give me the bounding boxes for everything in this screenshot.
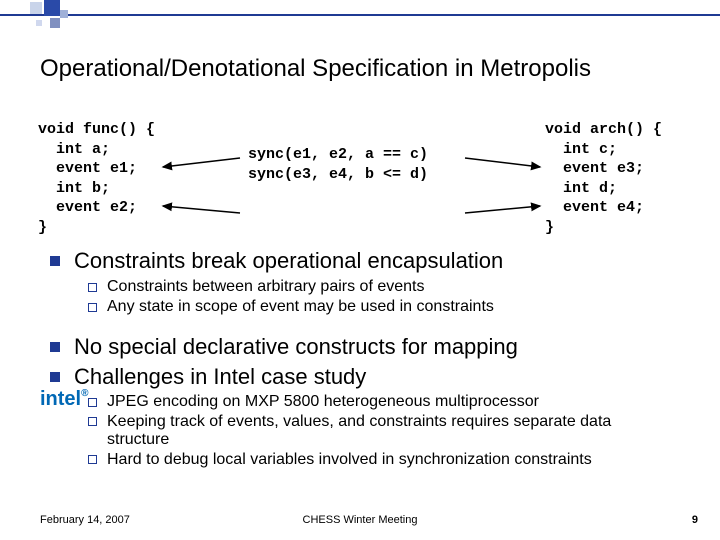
code-line: sync(e1, e2, a == c) [248, 145, 428, 165]
code-line: } [38, 218, 155, 238]
bullet-block-3-subs: JPEG encoding on MXP 5800 heterogeneous … [50, 393, 667, 471]
code-line: void arch() { [545, 120, 662, 140]
code-line: event e3; [545, 159, 662, 179]
code-line: } [545, 218, 662, 238]
header-decoration [0, 0, 720, 32]
footer-page-number: 9 [692, 514, 698, 526]
code-arch: void arch() { int c; event e3; int d; ev… [545, 120, 662, 237]
code-line: sync(e3, e4, b <= d) [248, 165, 428, 185]
bullet-outline-icon [88, 283, 97, 292]
bullet-sub: Any state in scope of event may be used … [88, 298, 503, 316]
bullet-outline-icon [88, 455, 97, 464]
bullet-text: Keeping track of events, values, and con… [107, 413, 667, 449]
bullet-text: No special declarative constructs for ma… [74, 334, 518, 360]
slide-title: Operational/Denotational Specification i… [40, 55, 591, 83]
bullet-text: Any state in scope of event may be used … [107, 298, 494, 316]
bullet-text: Hard to debug local variables involved i… [107, 451, 592, 469]
bullet-text: Constraints between arbitrary pairs of e… [107, 278, 424, 296]
footer-center: CHESS Winter Meeting [0, 514, 720, 526]
code-line: int c; [545, 140, 662, 160]
bullet-sub: Hard to debug local variables involved i… [88, 451, 667, 469]
bullet-text: Constraints break operational encapsulat… [74, 248, 503, 274]
bullet-square-icon [50, 372, 60, 382]
bullet-text: JPEG encoding on MXP 5800 heterogeneous … [107, 393, 539, 411]
code-line: int a; [38, 140, 155, 160]
bullet-sub: Constraints between arbitrary pairs of e… [88, 278, 503, 296]
bullet-outline-icon [88, 417, 97, 426]
code-line: event e1; [38, 159, 155, 179]
bullet-main-3: Challenges in Intel case study [50, 364, 518, 390]
code-func: void func() { int a; event e1; int b; ev… [38, 120, 155, 237]
bullet-outline-icon [88, 398, 97, 407]
bullet-square-icon [50, 342, 60, 352]
bullet-text: Challenges in Intel case study [74, 364, 366, 390]
header-line [0, 14, 720, 16]
bullet-sub: Keeping track of events, values, and con… [88, 413, 667, 449]
code-line: int b; [38, 179, 155, 199]
code-line: event e4; [545, 198, 662, 218]
code-line: int d; [545, 179, 662, 199]
code-line: void func() { [38, 120, 155, 140]
code-sync: sync(e1, e2, a == c) sync(e3, e4, b <= d… [248, 145, 428, 184]
code-line: event e2; [38, 198, 155, 218]
bullet-block-1: Constraints break operational encapsulat… [50, 248, 503, 318]
bullet-block-2: No special declarative constructs for ma… [50, 334, 518, 394]
bullet-main-2: No special declarative constructs for ma… [50, 334, 518, 360]
header-squares-svg [0, 0, 100, 35]
bullet-main-1: Constraints break operational encapsulat… [50, 248, 503, 274]
bullet-sub: JPEG encoding on MXP 5800 heterogeneous … [88, 393, 667, 411]
bullet-outline-icon [88, 303, 97, 312]
bullet-square-icon [50, 256, 60, 266]
